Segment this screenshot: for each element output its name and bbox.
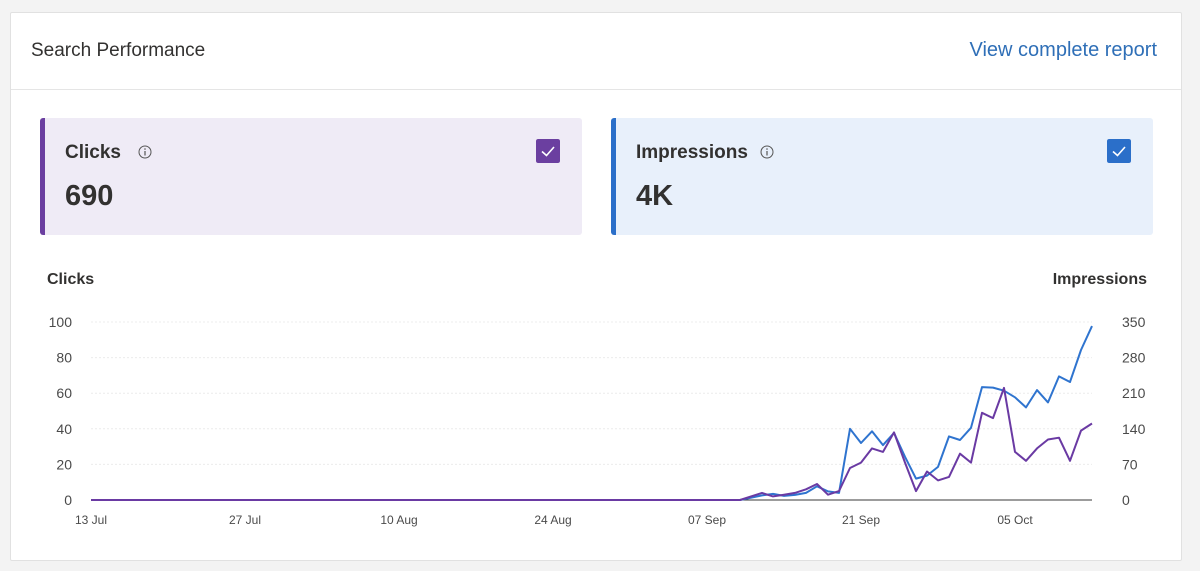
y-left-tick-label: 60 [56, 385, 72, 401]
checkmark-icon [1112, 146, 1126, 157]
x-tick-label: 05 Oct [997, 513, 1033, 527]
impressions-checkbox[interactable] [1107, 139, 1131, 163]
x-tick-label: 27 Jul [229, 513, 261, 527]
view-report-link[interactable]: View complete report [969, 39, 1158, 61]
clicks-value: 690 [65, 180, 114, 212]
y-right-tick-label: 70 [1122, 456, 1138, 472]
x-ticks: 13 Jul 27 Jul 10 Aug 24 Aug 07 Sep 21 Sep 05 O… [75, 513, 1033, 527]
y-right-ticks: 350 280 210 140 70 0 [1122, 314, 1146, 508]
card-title: Search Performance [31, 40, 206, 61]
impressions-value: 4K [636, 180, 674, 212]
y-right-tick-label: 350 [1122, 314, 1146, 330]
info-icon[interactable] [760, 145, 774, 159]
y-left-tick-label: 40 [56, 421, 72, 437]
series-line-impressions [91, 325, 1093, 501]
series-line-clicks [91, 386, 1093, 501]
y-left-tick-label: 0 [64, 492, 72, 508]
x-tick-label: 21 Sep [842, 513, 880, 527]
clicks-metric-tile[interactable]: Clicks 690 [40, 118, 582, 235]
performance-line-chart: Clicks Impressions 100 80 60 40 20 0 350 280 21… [47, 271, 1147, 527]
y-left-tick-label: 100 [49, 314, 73, 330]
y-right-tick-label: 0 [1122, 492, 1130, 508]
y-right-tick-label: 210 [1122, 385, 1146, 401]
grid-lines [91, 321, 1092, 501]
clicks-checkbox[interactable] [536, 139, 560, 163]
y-left-tick-label: 80 [56, 350, 72, 366]
x-tick-label: 13 Jul [75, 513, 107, 527]
y-left-axis-title: Clicks [47, 271, 94, 288]
checkmark-icon [541, 146, 555, 157]
search-performance-card: Search Performance View complete report … [10, 12, 1182, 561]
impressions-label: Impressions [636, 142, 748, 163]
x-tick-label: 07 Sep [688, 513, 726, 527]
y-left-tick-label: 20 [56, 456, 72, 472]
clicks-label: Clicks [65, 142, 121, 163]
y-right-tick-label: 280 [1122, 350, 1146, 366]
impressions-metric-tile[interactable]: Impressions 4K [611, 118, 1153, 235]
y-right-axis-title: Impressions [1053, 271, 1147, 288]
y-left-ticks: 100 80 60 40 20 0 [49, 314, 73, 508]
x-tick-label: 24 Aug [534, 513, 571, 527]
x-tick-label: 10 Aug [380, 513, 417, 527]
info-icon[interactable] [138, 145, 152, 159]
y-right-tick-label: 140 [1122, 421, 1146, 437]
card-header: Search Performance View complete report [11, 13, 1181, 90]
series-lines [91, 325, 1093, 501]
